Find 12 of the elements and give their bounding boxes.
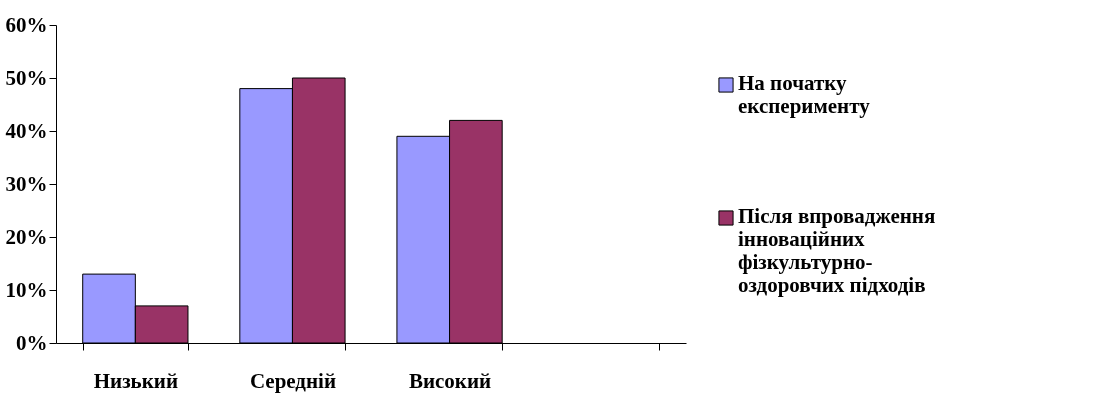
x-tick-label: Середній: [249, 368, 337, 393]
y-tick-label: 50%: [5, 65, 48, 90]
y-tick-label: 40%: [5, 118, 48, 143]
legend-label: Після впровадження інноваційних фізкультурно-оздоровчих підходів: [738, 204, 936, 297]
x-tick-label: Низький: [93, 368, 178, 393]
y-tick-label: 10%: [5, 277, 48, 302]
y-tick-label: 20%: [5, 224, 48, 249]
y-tick-label: 60%: [5, 12, 48, 37]
y-tick-label: 0%: [16, 330, 48, 355]
legend-label: На початку експерименту: [738, 71, 871, 118]
x-tick-label: Високий: [408, 368, 492, 393]
y-tick-label: 30%: [5, 171, 48, 196]
